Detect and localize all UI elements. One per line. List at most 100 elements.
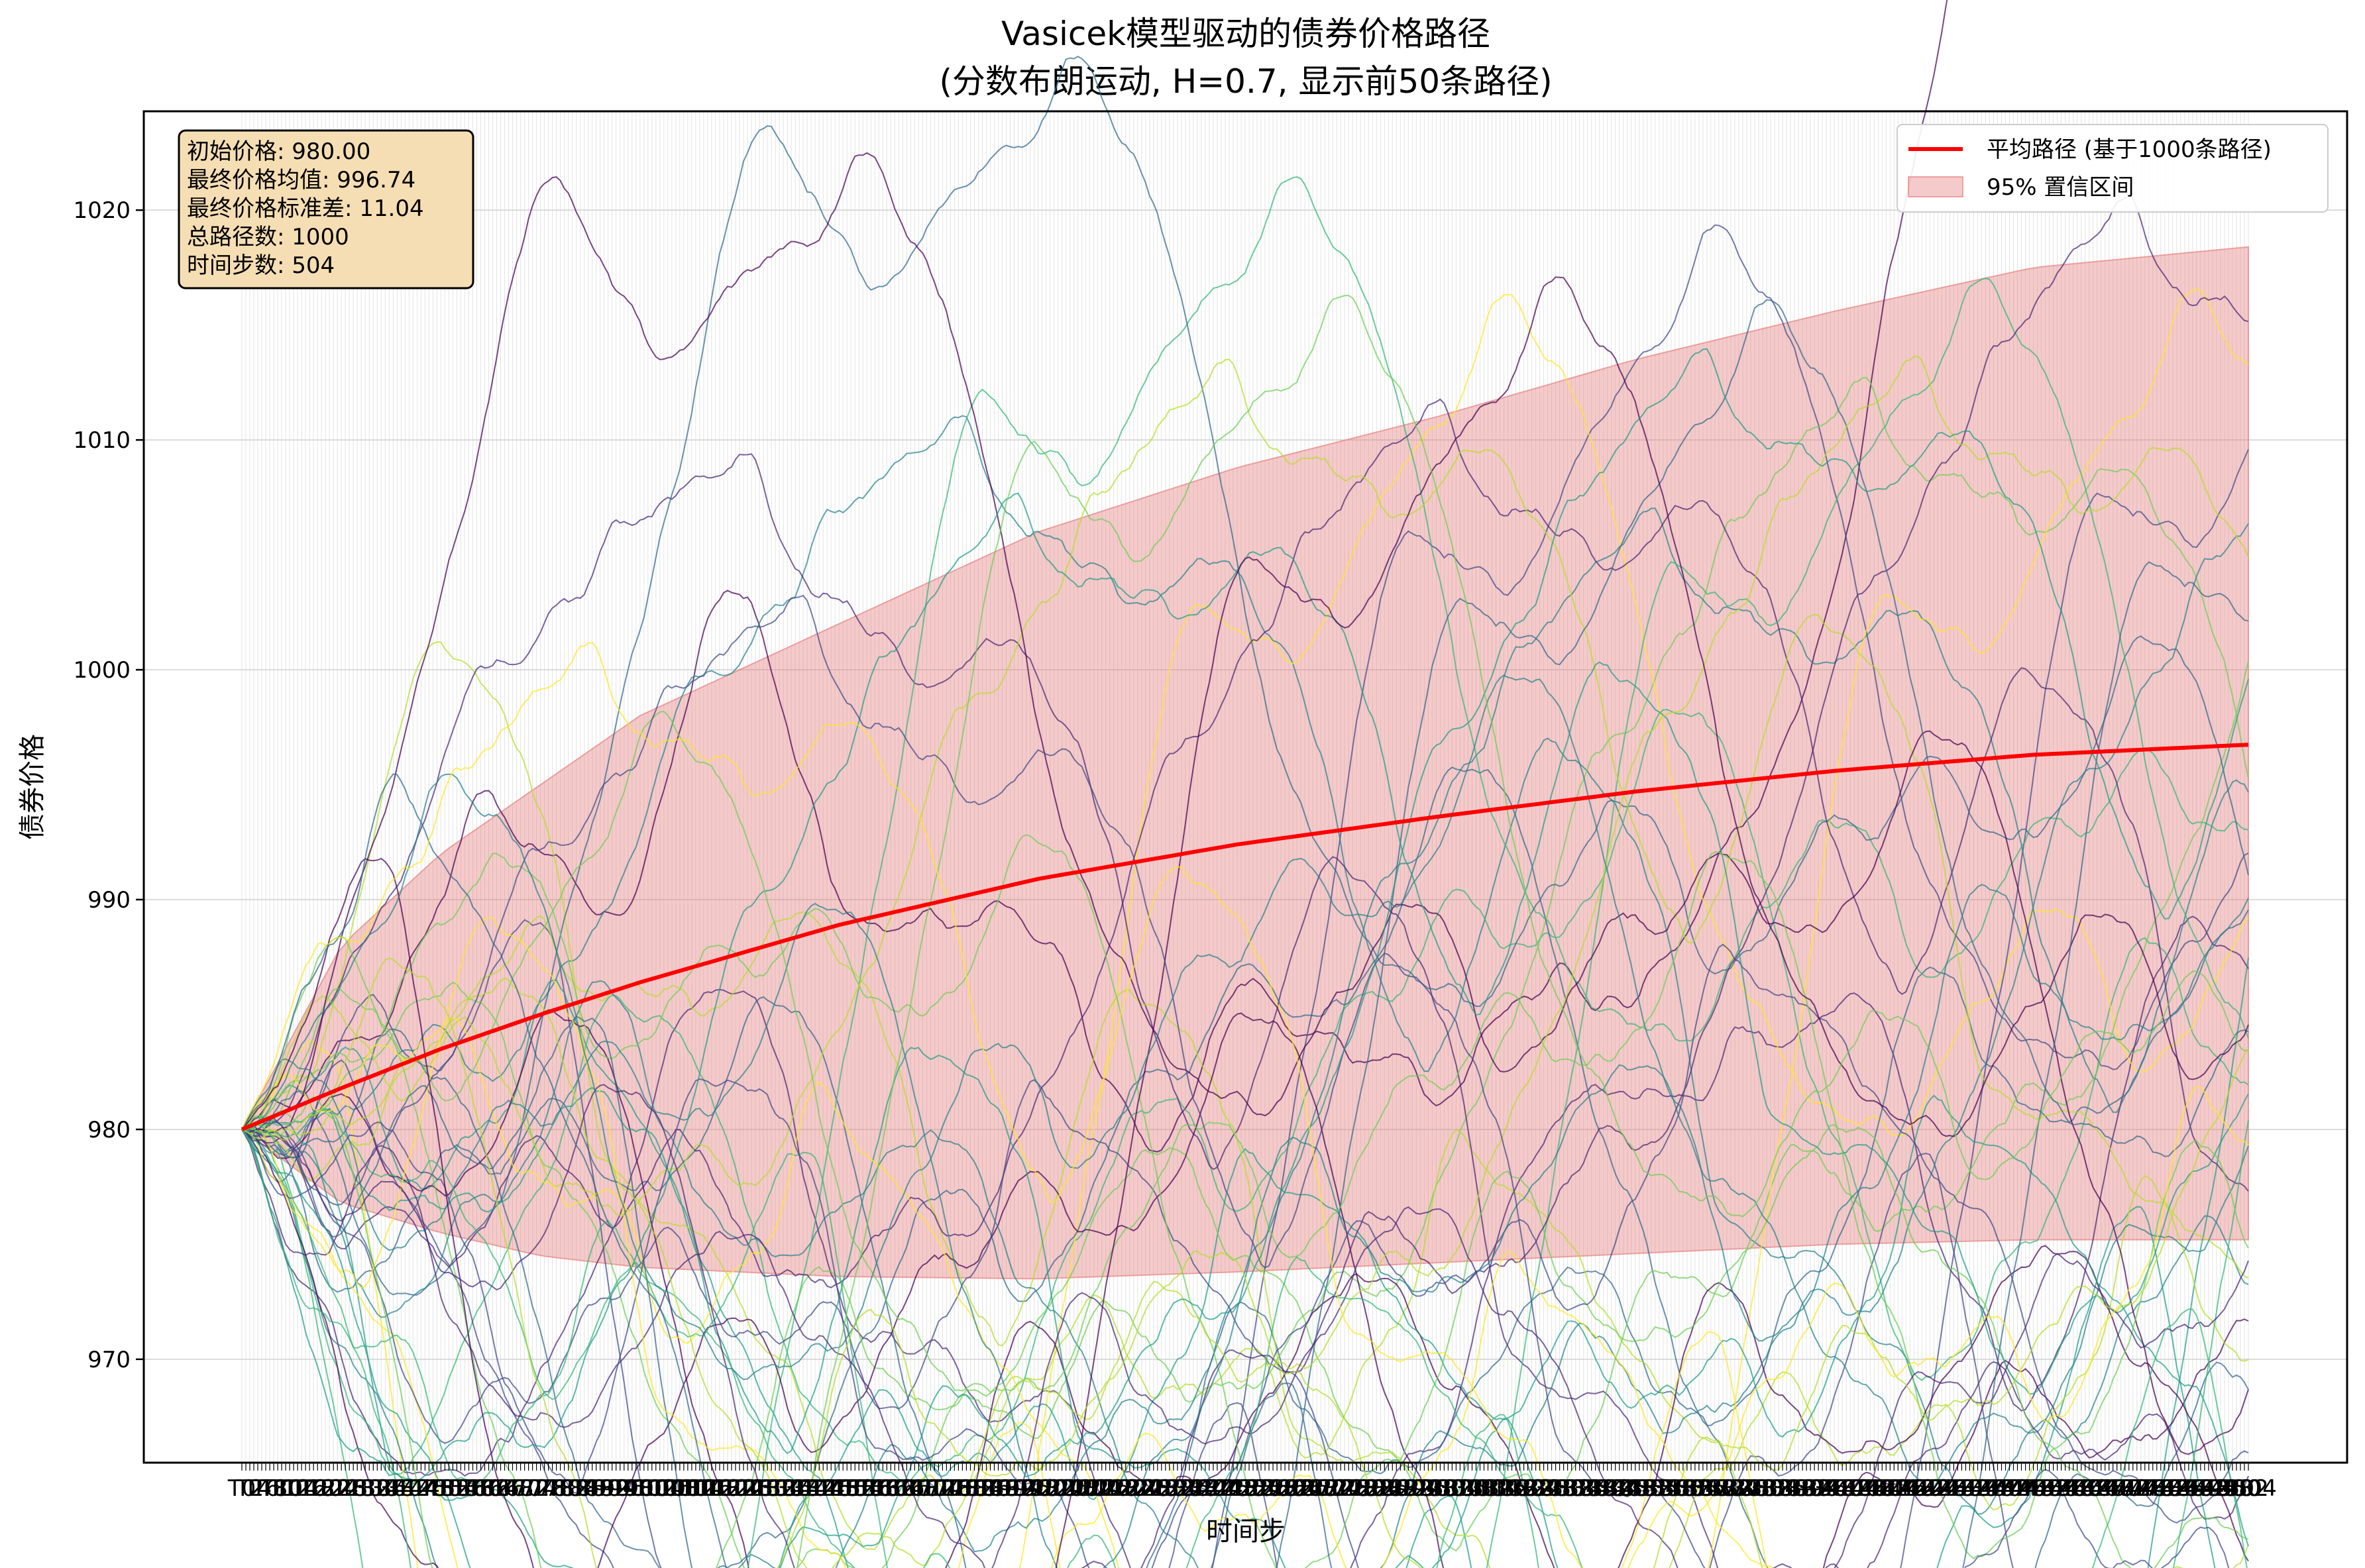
x-tick-label: T266	[1272, 1475, 1329, 1502]
x-tick-label: T304	[1423, 1475, 1481, 1502]
simulated-path-line	[241, 348, 2249, 1568]
x-tick-label: T10	[260, 1475, 303, 1502]
x-tick-label: T476	[2108, 1475, 2166, 1502]
x-tick-label: T364	[1662, 1475, 1720, 1502]
x-tick-label: T456	[2028, 1475, 2086, 1502]
x-tick-label: T164	[865, 1475, 923, 1502]
x-tick-label: T52	[427, 1475, 470, 1502]
x-axis-label: 时间步	[1206, 1516, 1286, 1547]
x-tick-label: T296	[1392, 1475, 1449, 1502]
x-tick-label: T50	[419, 1475, 462, 1502]
x-tick-label: T144	[786, 1475, 844, 1502]
x-tick-label: T424	[1901, 1475, 1959, 1502]
x-tick-label: T196	[993, 1475, 1051, 1502]
x-tick-label: T158	[842, 1475, 899, 1502]
x-tick-label: T352	[1614, 1475, 1672, 1502]
info-box-background	[178, 129, 474, 289]
x-tick-label: T246	[1192, 1475, 1250, 1502]
simulated-path-line	[241, 176, 2249, 1568]
x-tick-label: T252	[1216, 1475, 1274, 1502]
x-tick-label: T92	[586, 1475, 630, 1502]
x-tick-label: T162	[857, 1475, 915, 1502]
x-tick-label: T46	[403, 1475, 446, 1502]
x-tick-label: T42	[387, 1475, 430, 1502]
x-tick-label: T200	[1009, 1475, 1067, 1502]
x-tick-label: T474	[2100, 1475, 2158, 1502]
x-tick-label: T96	[602, 1475, 645, 1502]
x-tick-label: T210	[1049, 1475, 1107, 1502]
x-tick-label: T378	[1718, 1475, 1775, 1502]
x-tick-label: T64	[474, 1475, 518, 1502]
x-tick-label: T102	[619, 1475, 677, 1502]
x-tick-label: T182	[938, 1475, 995, 1502]
x-tick-label: T202	[1017, 1475, 1075, 1502]
x-tick-label: T134	[746, 1475, 804, 1502]
x-tick-label: T504	[2219, 1475, 2277, 1502]
x-tick-label: T146	[794, 1475, 852, 1502]
x-tick-label: T330	[1527, 1475, 1584, 1502]
chart-title-line1: Vasicek模型驱动的债券价格路径	[1001, 15, 1490, 53]
x-tick-label: T288	[1359, 1475, 1417, 1502]
x-tick-label: T250	[1208, 1475, 1266, 1502]
x-tick-label: T128	[722, 1475, 780, 1502]
x-tick-label: T282	[1335, 1475, 1393, 1502]
x-tick-label: T126	[714, 1475, 772, 1502]
x-tick-label: T154	[826, 1475, 883, 1502]
x-tick-label: T416	[1869, 1475, 1926, 1502]
x-tick-label: T402	[1813, 1475, 1871, 1502]
simulated-paths	[241, 0, 2249, 1568]
x-tick-label: T500	[2203, 1475, 2261, 1502]
x-tick-label: T278	[1319, 1475, 1377, 1502]
simulated-path-line	[241, 917, 1773, 1568]
x-tick-label: T228	[1121, 1475, 1178, 1502]
x-tick-label: T492	[2172, 1475, 2229, 1502]
x-tick-label: T322	[1495, 1475, 1553, 1502]
x-tick-label: T298	[1400, 1475, 1457, 1502]
x-tick-label: T438	[1957, 1475, 2014, 1502]
legend-mean-label: 平均路径 (基于1000条路径)	[1987, 136, 2272, 163]
simulated-path-line	[241, 277, 2249, 1568]
info-final-std: 最终价格标准差: 11.04	[187, 195, 424, 222]
x-tick-label: T412	[1853, 1475, 1910, 1502]
info-box: 初始价格: 980.00 最终价格均值: 996.74 最终价格标准差: 11.…	[178, 129, 474, 289]
x-tick-label: T466	[2068, 1475, 2126, 1502]
x-tick-label: T176	[914, 1475, 971, 1502]
x-tick-label: T216	[1073, 1475, 1130, 1502]
simulated-path-line	[241, 709, 2249, 1485]
x-tick-label: T374	[1702, 1475, 1759, 1502]
simulated-path-line	[241, 355, 2249, 1568]
x-tick-label: T434	[1941, 1475, 1999, 1502]
simulated-path-line	[241, 834, 2249, 1568]
x-tick-label: T84	[555, 1475, 598, 1502]
x-tick-label: T214	[1065, 1475, 1123, 1502]
x-axis-ticks: T0T2T4T6T8T10T12T14T16T18T20T22T24T26T28…	[227, 1463, 2277, 1502]
x-tick-label: T130	[730, 1475, 788, 1502]
x-tick-label: T206	[1033, 1475, 1091, 1502]
x-tick-label: T220	[1089, 1475, 1146, 1502]
x-tick-label: T120	[690, 1475, 748, 1502]
simulated-path-line	[241, 152, 2249, 1455]
x-tick-label: T190	[969, 1475, 1027, 1502]
x-tick-label: T496	[2187, 1475, 2245, 1502]
simulated-path-line	[241, 710, 2249, 1560]
simulated-path-line	[241, 376, 2249, 1568]
x-tick-label: T348	[1598, 1475, 1656, 1502]
x-tick-label: T332	[1535, 1475, 1592, 1502]
x-tick-label: T104	[627, 1475, 685, 1502]
x-tick-label: T180	[930, 1475, 987, 1502]
x-tick-label: T358	[1638, 1475, 1696, 1502]
y-axis-label: 债券价格	[17, 734, 48, 840]
simulated-path-line	[241, 957, 2249, 1568]
x-tick-label: T436	[1949, 1475, 2007, 1502]
x-tick-label: T124	[706, 1475, 764, 1502]
x-tick-label: T362	[1654, 1475, 1712, 1502]
x-tick-label: T300	[1407, 1475, 1465, 1502]
simulated-path-line	[241, 449, 2249, 1568]
simulated-path-line	[241, 1017, 1767, 1568]
x-tick-label: T198	[1001, 1475, 1059, 1502]
simulated-path-line	[241, 561, 2249, 1568]
x-tick-label: T442	[1973, 1475, 2030, 1502]
x-tick-label: T100	[611, 1475, 669, 1502]
x-tick-label: T194	[985, 1475, 1043, 1502]
x-tick-label: T414	[1861, 1475, 1918, 1502]
